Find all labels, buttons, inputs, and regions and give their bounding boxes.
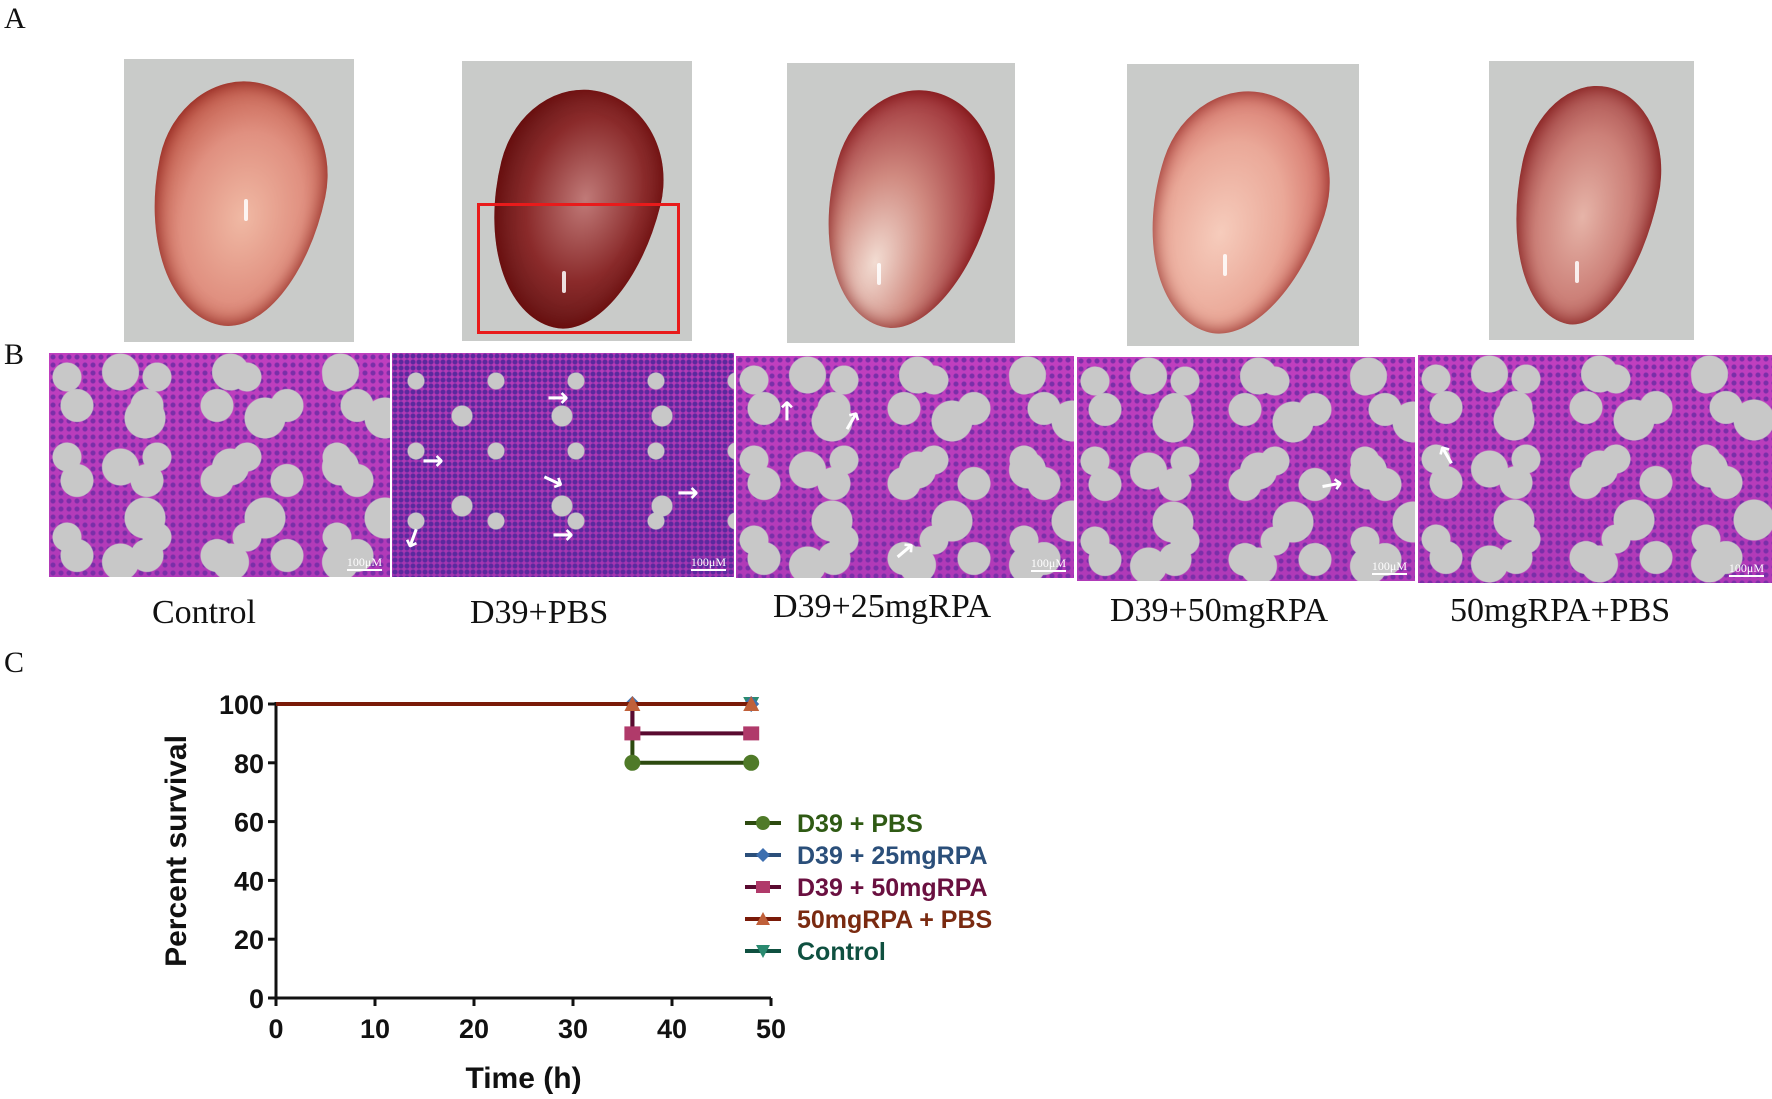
triangle-up-marker-icon bbox=[756, 912, 770, 925]
glint bbox=[244, 199, 248, 221]
lung-organ-shape bbox=[128, 66, 346, 341]
legend-label: 50mgRPA + PBS bbox=[797, 906, 992, 934]
tissue-texture bbox=[736, 356, 1074, 578]
lesion-highlight-box bbox=[477, 203, 680, 334]
histology-d39-25mgrpa: → → → 100μM bbox=[736, 356, 1074, 578]
series-line bbox=[276, 702, 752, 736]
y-axis-label: Percent survival bbox=[160, 735, 193, 967]
y-tick-label: 100 bbox=[219, 690, 264, 720]
panel-letter-a: A bbox=[4, 2, 26, 35]
tissue-texture bbox=[1077, 357, 1415, 581]
lesion-arrow-icon: → bbox=[677, 478, 699, 508]
y-tick-label: 80 bbox=[234, 749, 264, 779]
lung-photo-d39-50mgrpa bbox=[1127, 64, 1359, 346]
lung-photo-50mgrpa-pbs bbox=[1489, 61, 1694, 340]
lesion-arrow-icon: → bbox=[422, 446, 444, 476]
circle-marker-icon bbox=[743, 754, 760, 771]
triangle-up-marker-icon bbox=[743, 696, 760, 711]
panel-letter-c: C bbox=[4, 646, 25, 679]
x-tick-label: 0 bbox=[268, 1014, 283, 1044]
y-tick-label: 60 bbox=[234, 808, 264, 838]
group-label-50mgrpa-pbs: 50mgRPA+PBS bbox=[1450, 592, 1671, 629]
x-tick-label: 20 bbox=[459, 1014, 489, 1044]
diamond-marker-icon bbox=[624, 696, 641, 712]
x-tick-label: 50 bbox=[756, 1014, 786, 1044]
lung-organ-shape bbox=[797, 71, 1015, 343]
tissue-texture bbox=[49, 353, 390, 577]
scale-bar: 100μM bbox=[690, 555, 726, 571]
scale-bar: 100μM bbox=[346, 555, 382, 571]
x-axis-label: Time (h) bbox=[465, 1062, 581, 1095]
triangle-down-marker-icon bbox=[756, 945, 770, 958]
diamond-marker-icon bbox=[756, 848, 770, 862]
lung-photo-d39-25mgrpa bbox=[787, 63, 1015, 343]
lung-organ-shape bbox=[1127, 69, 1355, 346]
diamond-marker-icon bbox=[743, 696, 760, 712]
group-label-d39-50mgrpa: D39+50mgRPA bbox=[1110, 592, 1329, 629]
histology-control: 100μM bbox=[49, 353, 390, 577]
legend-label: D39 + 25mgRPA bbox=[797, 842, 988, 870]
x-tick-label: 10 bbox=[360, 1014, 390, 1044]
square-marker-icon bbox=[743, 726, 760, 741]
glint bbox=[1223, 254, 1227, 276]
histology-d39-50mgrpa: → 100μM bbox=[1077, 357, 1415, 581]
tissue-texture bbox=[1418, 355, 1772, 583]
scale-bar: 100μM bbox=[1728, 561, 1764, 577]
group-label-d39-pbs: D39+PBS bbox=[470, 594, 609, 631]
lesion-arrow-icon: → bbox=[1318, 468, 1346, 502]
lung-photo-control bbox=[124, 59, 354, 342]
scale-bar: 100μM bbox=[1371, 559, 1407, 575]
lesion-arrow-icon: → bbox=[547, 383, 569, 413]
chart-legend: D39 + PBS D39 + 25mgRPA D39 + 50mgRPA 50mgR… bbox=[745, 810, 992, 966]
glint bbox=[877, 263, 881, 285]
y-tick-label: 0 bbox=[249, 984, 264, 1014]
triangle-up-marker-icon bbox=[624, 696, 641, 711]
chart-series bbox=[276, 696, 760, 771]
group-label-d39-25mgrpa: D39+25mgRPA bbox=[773, 588, 992, 625]
legend-label: Control bbox=[797, 938, 886, 966]
panel-letter-b: B bbox=[4, 338, 25, 371]
lung-photo-d39-pbs bbox=[462, 61, 692, 341]
y-tick-label: 40 bbox=[234, 866, 264, 896]
lesion-arrow-icon: → bbox=[771, 400, 802, 422]
lung-organ-shape bbox=[1491, 73, 1679, 337]
y-tick-label: 20 bbox=[234, 925, 264, 955]
glint bbox=[562, 271, 566, 293]
histology-50mgrpa-pbs: → 100μM bbox=[1418, 355, 1772, 583]
scale-bar: 100μM bbox=[1030, 556, 1066, 572]
group-label-control: Control bbox=[152, 594, 256, 631]
x-tick-label: 30 bbox=[558, 1014, 588, 1044]
x-tick-label: 40 bbox=[657, 1014, 687, 1044]
histology-d39-pbs: → → → → → → 100μM bbox=[392, 353, 734, 577]
chart-axes: 0 20 40 60 80 100 0 10 20 30 40 50 Time (h) Percent s… bbox=[160, 690, 786, 1095]
circle-marker-icon bbox=[756, 816, 770, 830]
legend-label: D39 + PBS bbox=[797, 810, 923, 838]
square-marker-icon bbox=[756, 881, 770, 893]
circle-marker-icon bbox=[624, 754, 641, 771]
tissue-texture bbox=[392, 353, 734, 577]
triangle-down-marker-icon bbox=[743, 697, 760, 712]
lesion-arrow-icon: → bbox=[552, 520, 574, 550]
legend-label: D39 + 50mgRPA bbox=[797, 874, 988, 902]
glint bbox=[1575, 261, 1579, 283]
series-line bbox=[276, 702, 752, 765]
square-marker-icon bbox=[624, 726, 641, 741]
